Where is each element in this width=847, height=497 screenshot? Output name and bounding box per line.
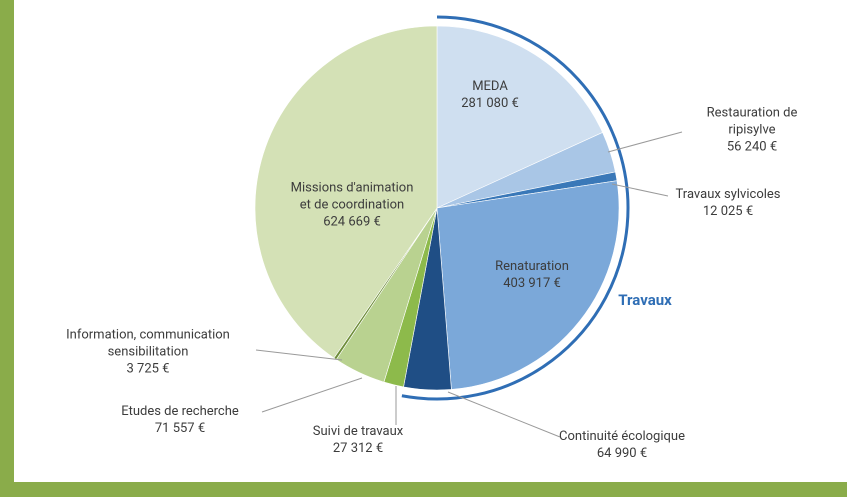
category-label: Continuité écologique	[559, 429, 685, 444]
slice-label: Information, communication sensibilitati…	[66, 327, 230, 378]
annotation: Travaux	[618, 291, 672, 309]
chart	[254, 15, 683, 438]
slice-label: Restauration de ripisylve 56 240 €	[705, 105, 800, 156]
value-label: 12 025 €	[702, 204, 754, 219]
category-label: Restauration de ripisylve	[706, 105, 798, 138]
slice-label: Missions d'animation et de coordination 6…	[291, 180, 414, 231]
slice-label: Continuité écologique 64 990 €	[559, 428, 685, 462]
frame-border	[0, 0, 14, 497]
value-label: 27 312 €	[332, 441, 384, 456]
slice-label: Etudes de recherche 71 557 €	[121, 403, 239, 437]
slice-label: Renaturation 403 917 €	[495, 258, 569, 292]
pie-slice	[436, 180, 620, 390]
pie-slice	[436, 25, 603, 209]
category-label: Missions d'animation et de coordination	[290, 180, 414, 213]
category-label: MEDA	[472, 79, 508, 94]
value-label: 56 240 €	[726, 139, 778, 155]
category-label: Etudes de recherche	[121, 404, 239, 419]
slice-label: Travaux sylvicoles 12 025 €	[676, 186, 781, 220]
value-label: 403 917 €	[503, 276, 561, 291]
leader-line	[607, 131, 683, 153]
pie-slice	[254, 25, 438, 359]
leader-line	[447, 391, 561, 438]
leader-line	[261, 377, 363, 413]
slice-label: Suivi de travaux 27 312 €	[313, 423, 403, 457]
value-label: 71 557 €	[154, 421, 206, 436]
value-label: 64 990 €	[596, 446, 648, 461]
slice-label: MEDA 281 080 €	[461, 78, 519, 112]
leader-line	[255, 349, 343, 361]
value-label: 3 725 €	[126, 361, 170, 377]
value-label: 281 080 €	[461, 96, 519, 111]
frame-border	[0, 482, 847, 497]
group-bracket	[401, 15, 630, 401]
category-label: Suivi de travaux	[312, 424, 404, 439]
value-label: 624 669 €	[323, 214, 381, 230]
category-label: Travaux sylvicoles	[675, 187, 781, 202]
category-label: Information, communication sensibilitati…	[66, 327, 230, 360]
category-label: Renaturation	[495, 259, 569, 274]
leader-line	[611, 183, 669, 197]
